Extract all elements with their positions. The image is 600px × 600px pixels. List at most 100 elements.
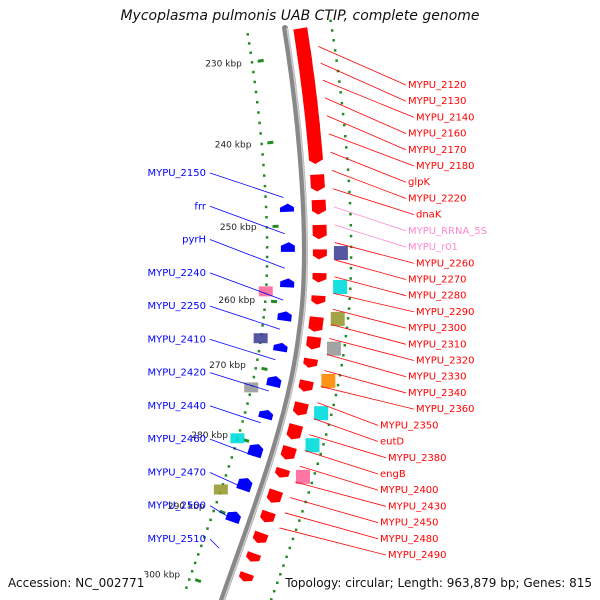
reverse-gene-arrow <box>258 409 274 421</box>
inner-track-dot <box>252 70 255 74</box>
forward-gene-arrow <box>280 445 297 460</box>
inner-track-dot <box>209 518 212 522</box>
outer-track-dot <box>332 39 335 42</box>
right-label-leader <box>332 188 415 216</box>
gene-label-right: MYPU_2360 <box>416 404 475 415</box>
inner-track-dot <box>263 308 266 311</box>
gene-label-right: MYPU_2330 <box>408 372 467 383</box>
inner-track-dot <box>206 527 209 530</box>
inner-track-dot <box>227 465 231 468</box>
outer-track-dot <box>344 334 348 338</box>
inner-track-dot <box>193 561 197 565</box>
left-label-leader <box>209 239 285 269</box>
outer-track-dot <box>301 510 304 513</box>
cog-block <box>333 246 348 261</box>
right-label-leader <box>333 206 407 232</box>
cog-block <box>330 311 345 326</box>
outer-track-dot <box>340 101 344 105</box>
outer-track-dot <box>346 168 350 171</box>
outer-track-dot <box>341 112 345 116</box>
gene-label-right: MYPU_2260 <box>416 258 475 269</box>
gene-label-left: MYPU_2460 <box>147 434 206 445</box>
outer-track-dot <box>316 462 320 465</box>
gene-label-right: MYPU_2170 <box>408 145 467 156</box>
inner-track-dot <box>265 236 269 239</box>
left-label-leader <box>209 505 231 519</box>
outer-track-dot <box>327 423 331 426</box>
inner-track-dot <box>249 51 252 55</box>
right-label-leader <box>294 481 387 507</box>
gene-label-right: MYPU_2480 <box>380 534 439 545</box>
genome-backbone-highlight <box>223 27 308 600</box>
outer-track-dot <box>336 383 340 387</box>
gene-label-left: MYPU_2440 <box>147 401 206 412</box>
outer-track-dot <box>349 266 353 270</box>
outer-track-dot <box>273 589 276 593</box>
inner-track-dot <box>185 586 188 589</box>
outer-track-dot <box>334 393 338 397</box>
cog-block <box>213 484 228 495</box>
inner-track-dot <box>262 163 265 167</box>
outer-track-dot <box>347 179 351 183</box>
cog-blocks-layer <box>213 246 348 495</box>
outer-track-dot <box>349 234 353 238</box>
cog-block <box>305 438 320 453</box>
inner-track-dot <box>254 90 258 94</box>
inner-track-dot <box>265 283 268 286</box>
inner-track-dot <box>241 420 244 423</box>
right-label-leader <box>299 465 379 491</box>
forward-gene-arrow <box>310 174 325 192</box>
right-label-leader <box>326 354 407 378</box>
outer-track-dot <box>291 537 295 541</box>
outer-track-dot <box>349 277 352 280</box>
outer-track-dot <box>330 413 333 417</box>
right-label-leader <box>324 97 407 134</box>
right-labels-layer: MYPU_2120 MYPU_2130 MYPU_2140 MYPU_2160 MYPU… <box>279 46 487 561</box>
gene-label-right: MYPU_2270 <box>408 274 467 285</box>
outer-track-dot <box>298 519 301 522</box>
inner-track-dot <box>188 578 191 581</box>
inner-track-dot <box>265 246 269 249</box>
reverse-gene-arrow <box>280 278 295 288</box>
right-label-leader <box>334 242 415 264</box>
outer-track-dot <box>276 581 279 585</box>
inner-track-dot <box>196 553 200 556</box>
outer-track-dot <box>348 297 351 301</box>
right-label-leader <box>313 418 379 442</box>
outer-track-dot <box>349 287 352 290</box>
reverse-gene-arrow <box>266 376 282 388</box>
right-label-leader <box>320 386 415 410</box>
gene-label-right: MYPU_2350 <box>380 420 439 431</box>
outer-track-dot <box>294 528 298 532</box>
inner-track-dot <box>264 205 268 209</box>
forward-gene-arrow <box>303 357 319 368</box>
right-label-leader <box>279 527 387 556</box>
outer-track-dot <box>285 555 288 559</box>
inner-track-dot <box>265 274 269 277</box>
inner-track-dot <box>250 61 254 64</box>
reverse-gene-arrow <box>272 342 288 353</box>
gene-label-right: MYPU_2310 <box>408 339 467 350</box>
inner-track-dot <box>259 132 262 135</box>
outer-track-dot <box>339 91 342 94</box>
cog-block <box>230 433 245 444</box>
outer-track-dot <box>279 573 282 576</box>
outer-track-dot <box>344 134 347 138</box>
inner-track-dot <box>261 324 264 327</box>
right-label-leader <box>326 115 407 151</box>
left-label-leader <box>209 305 281 330</box>
left-label-leader <box>209 438 252 456</box>
outer-track-dot <box>324 433 328 436</box>
gene-label-right: MYPU_2490 <box>388 550 447 561</box>
right-label-leader <box>284 512 379 540</box>
right-label-leader <box>317 402 379 426</box>
gene-label-right: MYPU_2430 <box>388 501 447 512</box>
forward-gene-arrow <box>306 336 322 350</box>
inner-track-dot <box>264 195 267 198</box>
right-label-leader <box>330 324 407 345</box>
forward-gene-arrow <box>311 295 326 305</box>
left-label-leader <box>209 205 285 235</box>
gene-label-right: MYPU_2400 <box>380 485 439 496</box>
outer-track-dot <box>349 256 353 259</box>
left-label-leader <box>209 538 220 549</box>
